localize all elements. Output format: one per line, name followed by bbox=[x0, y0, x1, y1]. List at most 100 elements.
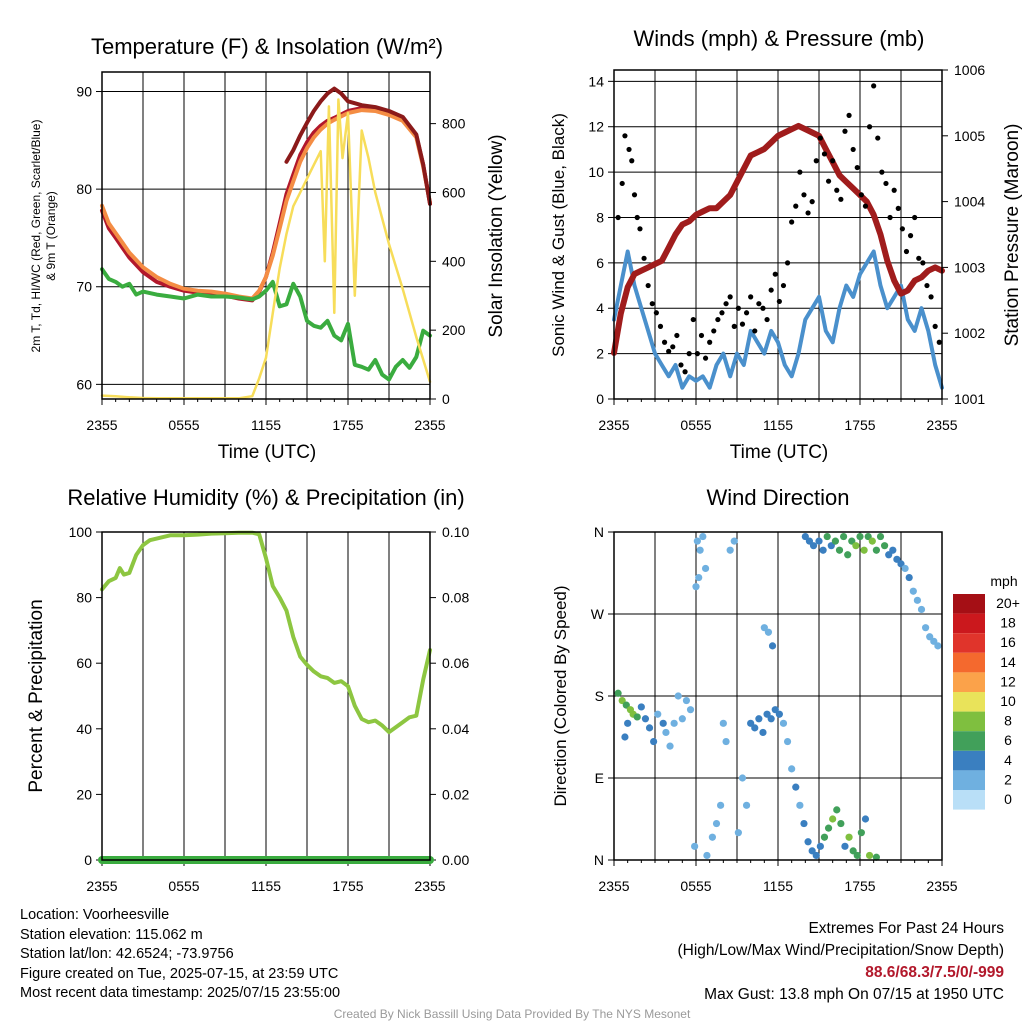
direction-point bbox=[889, 546, 897, 554]
direction-point bbox=[695, 573, 703, 582]
y2-tick-label: 1006 bbox=[954, 62, 985, 78]
direction-point bbox=[755, 715, 763, 723]
direction-point bbox=[783, 737, 792, 746]
chart-title: Wind Direction bbox=[706, 485, 849, 510]
direction-point bbox=[614, 689, 622, 697]
gust-point bbox=[686, 351, 692, 357]
gust-point bbox=[634, 214, 640, 221]
legend-swatch bbox=[953, 633, 985, 653]
gust-point bbox=[866, 124, 873, 130]
gust-point bbox=[727, 294, 733, 300]
x-tick-label: 2355 bbox=[926, 417, 957, 433]
gust-point bbox=[817, 135, 823, 141]
direction-point bbox=[844, 551, 852, 559]
gust-point bbox=[678, 362, 684, 368]
direction-point bbox=[917, 605, 926, 614]
x-tick-label: 1755 bbox=[844, 878, 875, 894]
gust-point bbox=[912, 214, 918, 221]
y-axis-label: Direction (Colored By Speed) bbox=[551, 585, 570, 806]
2m-td-line bbox=[100, 267, 432, 382]
gust-point bbox=[739, 321, 746, 327]
gust-point bbox=[760, 305, 766, 311]
y-tick-label: 0 bbox=[84, 852, 92, 868]
direction-point bbox=[857, 829, 865, 837]
gust-point bbox=[813, 158, 819, 164]
gust-point bbox=[615, 214, 621, 221]
direction-point bbox=[650, 737, 658, 746]
gust-point bbox=[707, 339, 713, 345]
gust-point bbox=[895, 205, 901, 212]
direction-point bbox=[852, 542, 860, 550]
direction-point bbox=[792, 783, 800, 791]
gust-point bbox=[916, 255, 922, 261]
direction-point bbox=[738, 774, 747, 782]
direction-point bbox=[691, 842, 699, 850]
x-tick-label: 1155 bbox=[763, 878, 793, 894]
direction-point bbox=[800, 819, 808, 828]
legend-label: 16 bbox=[1000, 634, 1016, 650]
gust-point bbox=[789, 219, 795, 225]
gust-point bbox=[698, 332, 705, 339]
wind-direction-chart: Wind Direction Direction (Colored By Spe… bbox=[551, 485, 1020, 894]
gust-point bbox=[821, 151, 828, 157]
y-tick-label: 6 bbox=[596, 255, 604, 271]
direction-point bbox=[767, 715, 775, 723]
gust-point bbox=[756, 301, 762, 307]
gust-point bbox=[801, 192, 807, 198]
direction-point bbox=[815, 537, 823, 545]
legend-title: mph bbox=[990, 573, 1017, 589]
y-axis-label: Percent & Precipitation bbox=[26, 599, 47, 792]
y2-tick-label: 0 bbox=[442, 391, 450, 407]
gust-point bbox=[694, 351, 700, 357]
x-axis-label: Time (UTC) bbox=[730, 442, 829, 463]
x-tick-label: 0555 bbox=[680, 417, 711, 433]
y-tick-label: S bbox=[595, 688, 604, 704]
gust-point bbox=[907, 233, 914, 239]
y-tick-label: 90 bbox=[76, 84, 92, 100]
direction-point bbox=[824, 824, 833, 832]
legend-label: 4 bbox=[1004, 752, 1012, 768]
legend-swatch bbox=[953, 770, 985, 790]
direction-point bbox=[872, 546, 880, 554]
gust-point bbox=[924, 282, 930, 289]
y2-tick-label: 1003 bbox=[954, 259, 985, 275]
direction-point bbox=[730, 537, 738, 545]
gust-point bbox=[838, 196, 844, 202]
gust-point bbox=[629, 158, 635, 164]
direction-point bbox=[909, 587, 917, 595]
direction-point bbox=[853, 851, 861, 860]
credit-text: Created By Nick Bassill Using Data Provi… bbox=[333, 1007, 691, 1021]
y-tick-label: N bbox=[594, 524, 604, 540]
gust-point bbox=[670, 344, 676, 350]
gust-point bbox=[748, 294, 754, 300]
x-tick-label: 1155 bbox=[251, 417, 281, 433]
gust-point bbox=[846, 112, 852, 118]
recent-text: Most recent data timestamp: 2025/07/15 2… bbox=[20, 985, 341, 1002]
direction-point bbox=[881, 542, 889, 550]
direction-point bbox=[823, 532, 831, 541]
gust-point bbox=[723, 301, 729, 307]
y-axis-label-line2: & 9m T (Orange) bbox=[44, 191, 58, 281]
y-tick-label: E bbox=[595, 770, 604, 786]
gust-point bbox=[657, 323, 664, 329]
gust-point bbox=[731, 323, 737, 329]
x-tick-label: 1755 bbox=[332, 878, 363, 894]
y-tick-label: 14 bbox=[588, 73, 604, 89]
legend-label: 10 bbox=[1000, 693, 1016, 709]
x-tick-label: 2355 bbox=[86, 417, 117, 433]
legend-swatch bbox=[953, 613, 985, 634]
direction-point bbox=[868, 537, 876, 545]
legend-swatch bbox=[953, 692, 985, 712]
gust-point bbox=[932, 323, 938, 329]
extremes-heading: Extremes For Past 24 Hours bbox=[808, 920, 1004, 937]
speed-legend: 20+ 18 16 14 12 10 8 6 4 2 0 bbox=[953, 594, 1020, 810]
gust-point bbox=[637, 226, 643, 232]
x-tick-label: 1155 bbox=[251, 878, 281, 894]
direction-point bbox=[722, 737, 730, 746]
y2-tick-label: 0.04 bbox=[442, 721, 469, 737]
legend-label: 18 bbox=[1000, 615, 1016, 631]
direction-point bbox=[726, 546, 734, 554]
chart-title: Winds (mph) & Pressure (mb) bbox=[634, 26, 925, 51]
y2-tick-label: 0.02 bbox=[442, 786, 469, 802]
y2-tick-label: 200 bbox=[442, 322, 466, 338]
